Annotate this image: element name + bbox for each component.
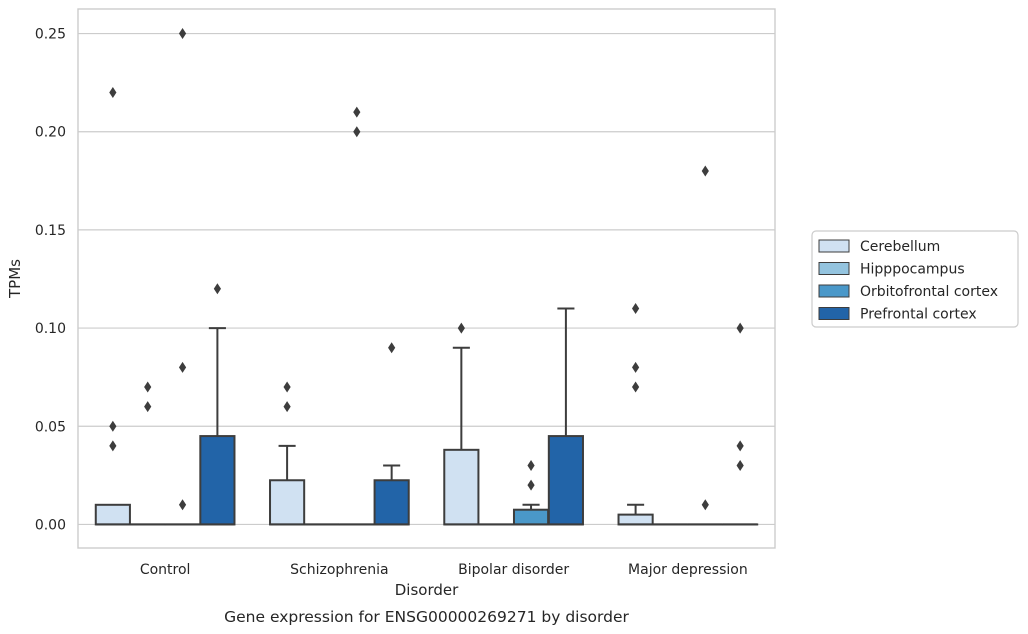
box-body xyxy=(199,435,236,526)
x-axis-ticks: Control Schizophrenia Bipolar disorder Majo… xyxy=(140,562,748,578)
box-body xyxy=(373,479,410,526)
legend-swatch xyxy=(818,307,850,320)
y-tick-label: 0.00 xyxy=(35,517,66,533)
x-tick-label: Control xyxy=(140,562,191,578)
box-body xyxy=(512,508,550,526)
box-orbitofrontal-cortex xyxy=(512,460,550,526)
legend-item: Cerebellum xyxy=(818,239,940,255)
legend-label: Prefrontal cortex xyxy=(860,307,977,323)
outlier-point xyxy=(388,342,396,354)
outlier-point xyxy=(178,28,187,40)
outlier-point xyxy=(701,499,709,511)
y-tick-label: 0.10 xyxy=(35,321,66,337)
box-body xyxy=(269,479,306,526)
x-axis-label: Disorder xyxy=(395,581,459,599)
box-body xyxy=(443,448,480,526)
outlier-point xyxy=(632,302,640,314)
legend-item: Hipppocampus xyxy=(818,262,965,278)
box-orbitofrontal-cortex xyxy=(687,165,724,526)
box-orbitofrontal-cortex xyxy=(338,106,375,526)
legend-label: Orbitofrontal cortex xyxy=(860,284,998,300)
chart-caption: Gene expression for ENSG00000269271 by d… xyxy=(224,608,629,626)
legend-frame xyxy=(811,230,1019,328)
outlier-point xyxy=(632,361,640,373)
y-tick-label: 0.05 xyxy=(35,419,66,435)
outlier-point xyxy=(353,106,361,118)
x-tick-label: Major depression xyxy=(628,562,748,578)
box-hipppocampus xyxy=(129,381,166,526)
outlier-point xyxy=(527,460,535,472)
outlier-point xyxy=(353,126,361,138)
outlier-point xyxy=(109,420,117,432)
outlier-point xyxy=(178,499,187,511)
grid-lines xyxy=(78,32,775,526)
legend-swatch xyxy=(818,262,850,275)
y-tick-label: 0.20 xyxy=(35,125,66,141)
box-cerebellum xyxy=(617,302,654,526)
outlier-point xyxy=(109,440,117,452)
legend-item: Prefrontal cortex xyxy=(818,307,977,323)
box-cerebellum xyxy=(443,322,480,526)
x-tick-label: Schizophrenia xyxy=(290,562,388,578)
box-prefrontal-cortex xyxy=(722,322,759,526)
y-axis-ticks: 0.00 0.05 0.10 0.15 0.20 0.25 xyxy=(35,27,66,534)
outlier-point xyxy=(736,440,744,452)
box-body xyxy=(617,513,654,526)
outlier-point xyxy=(144,401,152,413)
box-cerebellum xyxy=(269,381,306,526)
y-axis-label: TPMs xyxy=(6,259,24,299)
legend-label: Hipppocampus xyxy=(860,262,965,278)
x-tick-label: Bipolar disorder xyxy=(458,562,569,578)
outlier-point xyxy=(527,479,535,491)
y-tick-label: 0.15 xyxy=(35,223,66,239)
outlier-point xyxy=(632,381,640,393)
legend: Cerebellum Hipppocampus Orbitofrontal cort… xyxy=(811,230,1019,328)
outlier-point xyxy=(109,86,117,98)
outlier-point xyxy=(457,322,465,334)
legend-swatch xyxy=(818,284,850,298)
box-prefrontal-cortex xyxy=(373,342,410,526)
plot-marks xyxy=(94,28,759,526)
outlier-point xyxy=(736,460,744,472)
outlier-point xyxy=(283,381,291,393)
box-body xyxy=(547,435,584,526)
outlier-point xyxy=(701,165,709,177)
outlier-point xyxy=(178,361,187,373)
legend-swatch xyxy=(818,239,850,253)
legend-item: Orbitofrontal cortex xyxy=(818,284,998,300)
plot-frame xyxy=(77,8,776,549)
box-prefrontal-cortex xyxy=(199,283,236,526)
box-cerebellum xyxy=(94,86,131,526)
box-body xyxy=(94,503,131,526)
outlier-point xyxy=(283,401,291,413)
box-prefrontal-cortex xyxy=(547,307,584,526)
outlier-point xyxy=(144,381,152,393)
legend-label: Cerebellum xyxy=(860,239,940,255)
box-orbitofrontal-cortex xyxy=(164,28,201,526)
outlier-point xyxy=(213,283,221,295)
y-tick-label: 0.25 xyxy=(35,27,66,43)
outlier-point xyxy=(736,322,744,334)
